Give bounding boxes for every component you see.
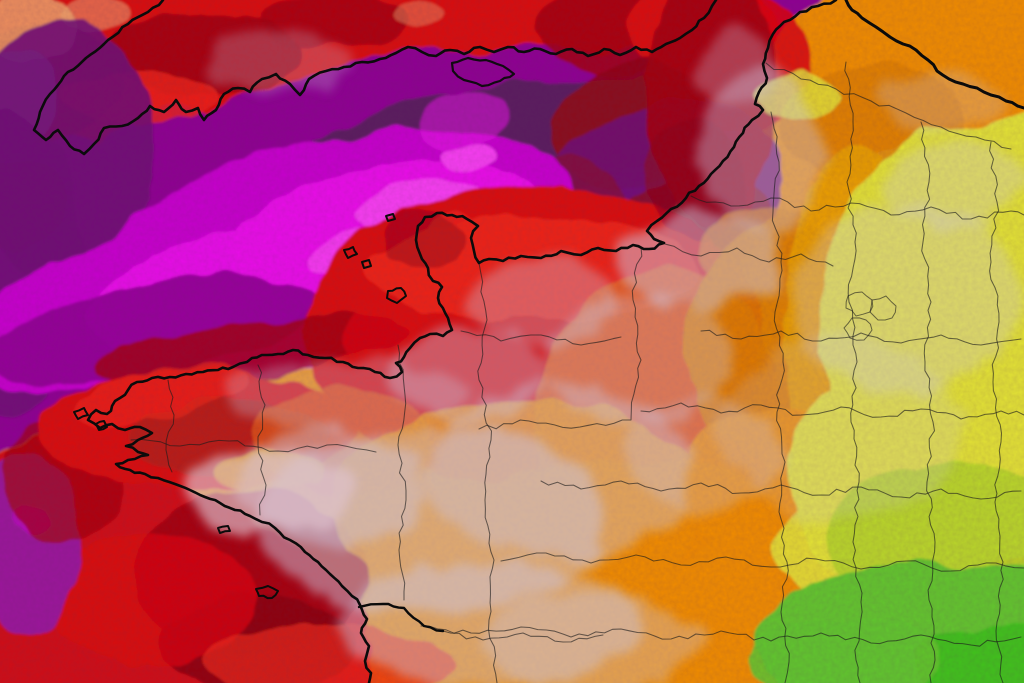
cloud-overlay-layer xyxy=(186,25,1020,683)
department-boundary xyxy=(770,111,790,683)
border-belgium xyxy=(844,0,1024,110)
island-outline xyxy=(361,259,372,269)
department-boundary xyxy=(460,330,622,346)
cloud-patch xyxy=(695,30,775,110)
department-boundary xyxy=(478,246,643,430)
department-boundary-layer xyxy=(130,61,1024,683)
coastline-france xyxy=(86,0,838,683)
department-boundary xyxy=(500,552,1024,572)
cloud-patch xyxy=(618,214,782,310)
cloud-patch xyxy=(210,25,350,95)
department-boundary xyxy=(920,121,936,683)
island-outline xyxy=(385,213,396,222)
cloud-patch xyxy=(880,70,1000,130)
department-boundary xyxy=(690,195,1024,220)
department-boundary xyxy=(257,364,267,516)
cloud-patch xyxy=(473,258,617,342)
department-boundary xyxy=(130,438,377,453)
cloud-patch xyxy=(890,140,1020,230)
department-boundary xyxy=(989,141,1004,683)
island-outline xyxy=(343,246,358,259)
department-boundary xyxy=(165,379,175,473)
coastline-england xyxy=(32,0,718,156)
department-boundary xyxy=(420,625,1022,647)
department-boundary xyxy=(869,295,897,321)
department-boundary xyxy=(640,402,1024,420)
river-loire-estuary xyxy=(357,602,445,633)
department-boundary xyxy=(765,62,1012,150)
island-isle-of-wight xyxy=(450,56,516,88)
department-boundary xyxy=(844,61,863,683)
cloud-patch xyxy=(186,450,350,534)
cloud-patch xyxy=(720,340,960,520)
island-outline xyxy=(255,585,279,600)
island-outline xyxy=(73,407,89,420)
department-boundary xyxy=(843,317,873,341)
department-boundary xyxy=(540,480,1022,500)
island-outline xyxy=(217,525,231,534)
department-boundary xyxy=(477,262,498,683)
department-boundary xyxy=(700,329,1022,346)
department-boundary xyxy=(442,630,604,643)
coastline-layer xyxy=(32,0,1024,683)
island-outline xyxy=(95,420,108,431)
department-boundary xyxy=(397,344,407,601)
department-boundary xyxy=(664,243,834,267)
island-outline xyxy=(386,287,407,304)
